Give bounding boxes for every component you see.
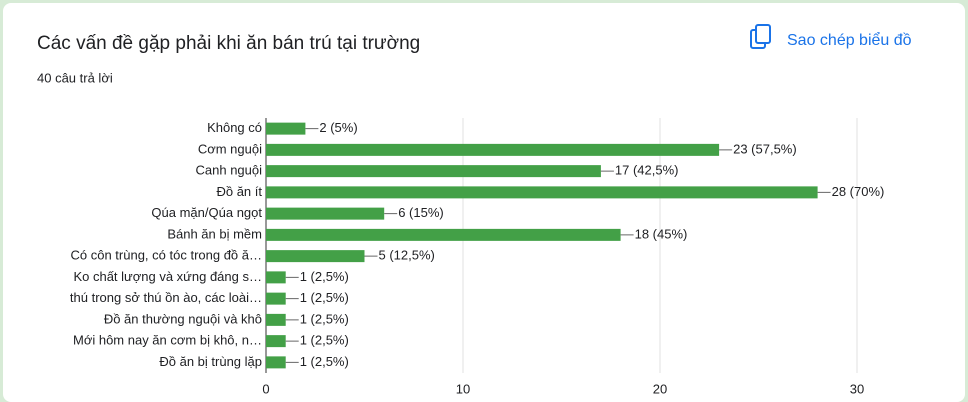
- data-label: 28 (70%): [832, 184, 885, 199]
- bar: [266, 228, 621, 241]
- y-tick-label: Không có: [207, 120, 262, 135]
- bar: [266, 335, 286, 348]
- y-tick-label: Ko chất lượng và xứng đáng s…: [73, 269, 262, 284]
- y-tick-label: Mới hôm nay ăn cơm bị khô, n…: [73, 333, 262, 348]
- bar: [266, 186, 818, 199]
- bar: [266, 165, 601, 178]
- y-tick-label: Đồ ăn bị trùng lặp: [159, 354, 262, 369]
- copy-chart-button[interactable]: Sao chép biểu đồ: [750, 24, 912, 49]
- chart-card: [3, 3, 965, 402]
- data-label: 1 (2,5%): [300, 269, 349, 284]
- data-label: 2 (5%): [319, 120, 357, 135]
- bar: [266, 356, 286, 369]
- y-tick-label: Bánh ăn bị mềm: [167, 226, 262, 241]
- response-count: 40 câu trả lời: [37, 70, 113, 85]
- copy-button-label[interactable]: Sao chép biểu đồ: [787, 31, 912, 49]
- x-tick-label: 20: [653, 381, 667, 396]
- data-label: 1 (2,5%): [300, 333, 349, 348]
- x-tick-label: 0: [262, 381, 269, 396]
- y-tick-label: Có côn trùng, có tóc trong đồ ă…: [71, 248, 263, 263]
- bar: [266, 313, 286, 326]
- bar: [266, 143, 720, 156]
- bar: [266, 271, 286, 284]
- bar: [266, 250, 365, 263]
- data-label: 18 (45%): [635, 226, 688, 241]
- bar: [266, 292, 286, 305]
- x-tick-label: 10: [456, 381, 470, 396]
- data-label: 1 (2,5%): [300, 311, 349, 326]
- y-tick-label: Đồ ăn ít: [216, 184, 262, 199]
- data-label: 1 (2,5%): [300, 290, 349, 305]
- data-label: 6 (15%): [398, 205, 444, 220]
- y-tick-label: Qúa mặn/Qúa ngọt: [151, 205, 262, 220]
- y-tick-label: Cơm nguội: [198, 141, 262, 156]
- data-label: 17 (42,5%): [615, 163, 679, 178]
- bar: [266, 207, 385, 220]
- copy-icon: [755, 24, 771, 44]
- bar: [266, 122, 306, 135]
- y-tick-label: Canh nguội: [196, 163, 263, 178]
- y-tick-label: Đồ ăn thường nguội và khô: [104, 311, 262, 326]
- x-tick-label: 30: [850, 381, 864, 396]
- y-tick-label: thú trong sở thú ồn ào, các loài…: [70, 290, 262, 305]
- chart-title: Các vấn đề gặp phải khi ăn bán trú tại t…: [37, 33, 420, 54]
- data-label: 5 (12,5%): [379, 248, 435, 263]
- data-label: 23 (57,5%): [733, 141, 797, 156]
- data-label: 1 (2,5%): [300, 354, 349, 369]
